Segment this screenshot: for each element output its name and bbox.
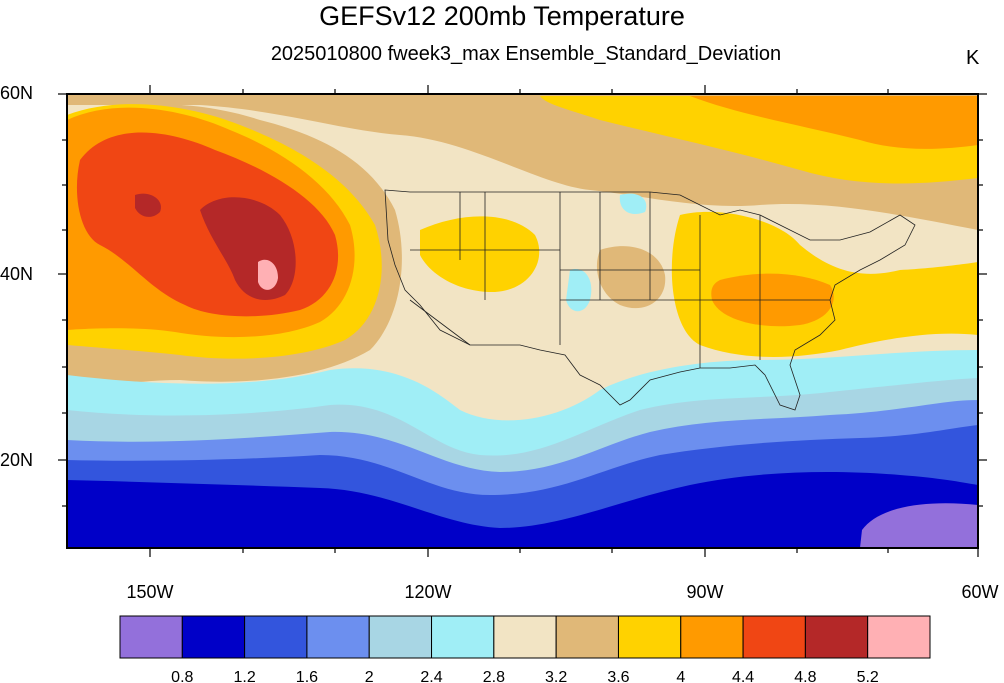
colorbar-swatch [804, 615, 869, 659]
colorbar-label: 3.2 [545, 669, 567, 683]
colorbar-swatch [181, 615, 246, 659]
colorbar: 0.8 1.2 1.6 2 2.4 2.8 3.2 3.6 4 4.4 4.8 5.2 [119, 615, 931, 683]
colorbar-swatch [431, 615, 495, 659]
colorbar-swatch [493, 615, 557, 659]
colorbar-label: 1.2 [233, 669, 255, 683]
colorbar-label: 5.2 [857, 669, 879, 683]
lon-ticks [149, 85, 979, 557]
colorbar-swatch [555, 615, 619, 659]
colorbar-swatch [368, 615, 433, 659]
colorbar-label: 1.6 [296, 669, 318, 683]
coastline-borders [384, 189, 916, 411]
colorbar-label: 2.8 [483, 669, 505, 683]
lon-label-90w: 90W [686, 582, 723, 602]
map-frame [66, 93, 979, 549]
colorbar-label: 3.6 [607, 669, 629, 683]
colorbar-swatch [742, 615, 806, 659]
colorbar-label: 2.4 [420, 669, 442, 683]
lon-label-60w: 60W [961, 582, 998, 602]
lat-ticks [58, 93, 987, 507]
lon-label-150w: 150W [126, 582, 173, 602]
lon-label-120w: 120W [404, 582, 451, 602]
map-subtitle: 2025010800 fweek3_max Ensemble_Standard_… [270, 43, 782, 65]
colorbar-swatch [680, 615, 744, 659]
temperature-std-field [67, 94, 978, 548]
colorbar-swatch [617, 615, 682, 659]
lat-label-40n: 40N [0, 264, 33, 284]
colorbar-swatch [244, 615, 308, 659]
colorbar-swatch [306, 615, 370, 659]
units-label: K [966, 47, 980, 69]
lat-label-20n: 20N [0, 450, 33, 470]
colorbar-swatch [867, 615, 931, 659]
lat-label-60n: 60N [0, 83, 33, 103]
map-title: GEFSv12 200mb Temperature [319, 1, 685, 31]
colorbar-swatch [119, 615, 183, 659]
colorbar-label: 2 [365, 669, 374, 683]
colorbar-label: 4.4 [732, 669, 754, 683]
colorbar-label: 0.8 [171, 669, 193, 683]
colorbar-label: 4.8 [794, 669, 816, 683]
colorbar-label: 4 [676, 669, 685, 683]
